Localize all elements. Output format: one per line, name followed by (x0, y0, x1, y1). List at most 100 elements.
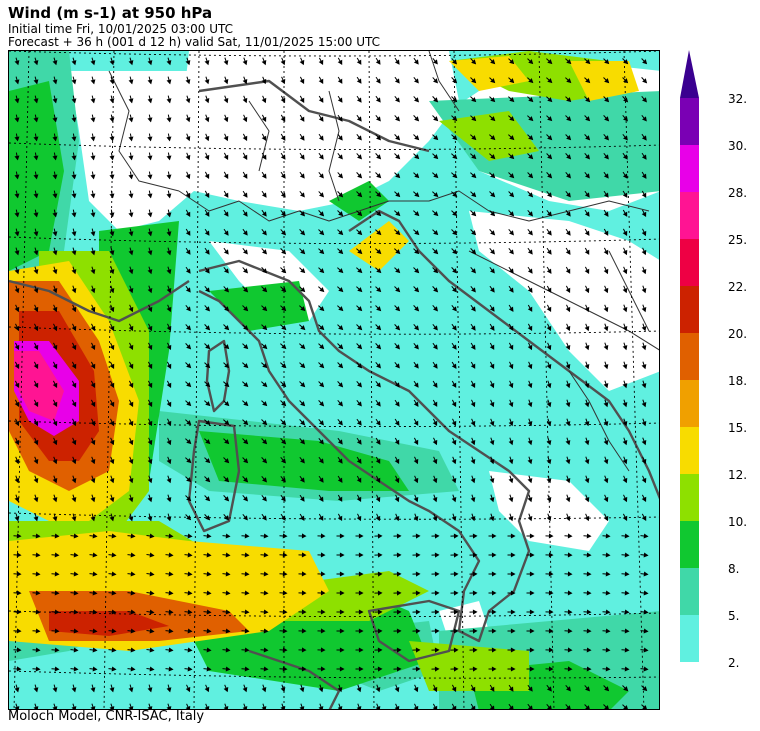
wind-arrow-head (338, 173, 343, 179)
wind-arrow-head (301, 552, 307, 558)
wind-arrow-head (147, 363, 153, 370)
wind-arrow-head (14, 497, 20, 503)
wind-arrow-head (166, 459, 172, 465)
wind-arrow-head (394, 496, 400, 503)
wind-arrow-head (375, 496, 381, 503)
wind-arrow-head (54, 609, 60, 615)
colorbar-band (680, 427, 699, 474)
wind-arrow-head (452, 287, 457, 293)
wind-arrow-head (623, 97, 629, 103)
wind-arrow-head (471, 268, 476, 274)
wind-arrow-head (299, 116, 305, 122)
wind-arrow-head (586, 590, 592, 596)
wind-arrow-head (377, 628, 383, 634)
wind-arrow-head (432, 686, 438, 693)
wind-arrow-head (470, 686, 476, 693)
wind-arrow-head (357, 401, 362, 407)
wind-arrow-head (243, 363, 249, 369)
wind-arrow-head (90, 459, 96, 465)
wind-arrow-head (642, 686, 648, 692)
wind-arrow-head (73, 590, 79, 596)
wind-arrow-head (281, 382, 287, 388)
wind-arrow-head (205, 344, 211, 350)
wind-arrow-head (527, 686, 533, 692)
wind-arrow-head (71, 250, 77, 256)
wind-arrow-head (147, 231, 153, 237)
wind-arrow-head (452, 154, 458, 160)
wind-arrow-head (567, 571, 573, 577)
wind-arrow-head (90, 60, 96, 66)
wind-arrow-head (338, 325, 344, 331)
wind-arrow-head (527, 249, 533, 255)
wind-arrow-head (395, 173, 401, 179)
wind-arrow-head (90, 250, 96, 256)
wind-arrow-head (508, 402, 514, 408)
wind-arrow-head (453, 552, 459, 558)
wind-arrow-head (33, 459, 39, 465)
wind-arrow-head (263, 533, 269, 539)
wind-arrow-head (489, 421, 495, 427)
wind-arrow-head (187, 628, 193, 634)
wind-arrow-head (166, 497, 172, 503)
wind-arrow-head (128, 212, 134, 218)
wind-arrow-head (14, 250, 20, 256)
wind-arrow-head (128, 306, 134, 313)
wind-arrow-head (54, 628, 60, 634)
wind-arrow-head (320, 571, 326, 577)
wind-arrow-head (300, 363, 306, 369)
wind-arrow-head (318, 97, 324, 103)
wind-arrow-head (244, 590, 250, 596)
wind-arrow-head (413, 59, 419, 65)
colorbar-tick-label: 15. (728, 421, 747, 435)
wind-arrow-head (337, 59, 343, 66)
wind-arrow-head (413, 401, 419, 407)
wind-arrow-head (490, 211, 496, 217)
wind-arrow-head (586, 533, 592, 539)
wind-arrow-head (243, 287, 249, 293)
wind-arrow-head (320, 647, 326, 653)
wind-arrow-head (357, 363, 363, 369)
wind-arrow-head (147, 60, 153, 66)
wind-arrow-head (491, 647, 497, 653)
wind-arrow-head (320, 533, 326, 539)
wind-arrow-head (603, 192, 609, 198)
wind-arrow-head (624, 628, 630, 634)
wind-arrow-head (281, 401, 287, 407)
wind-arrow-head (205, 515, 211, 521)
wind-arrow-head (337, 496, 343, 502)
wind-arrow-head (433, 97, 439, 103)
wind-arrow-head (508, 325, 514, 331)
wind-arrow-head (109, 516, 115, 522)
wind-arrow-head (318, 515, 324, 521)
wind-arrow-head (603, 364, 609, 370)
wind-arrow-head (185, 268, 191, 274)
wind-arrow-head (529, 666, 535, 672)
wind-arrow-head (414, 306, 420, 312)
wind-arrow-head (509, 59, 515, 65)
wind-arrow-head (471, 59, 477, 65)
wind-arrow-head (565, 497, 571, 503)
wind-arrow-head (376, 382, 381, 388)
wind-arrow-head (166, 706, 172, 709)
wind-arrow-head (205, 287, 210, 293)
wind-arrow-head (147, 193, 153, 199)
wind-arrow-head (624, 533, 630, 539)
wind-arrow-head (128, 98, 134, 104)
wind-arrow-head (451, 439, 457, 446)
wind-arrow-head (205, 477, 211, 483)
wind-arrow-head (489, 440, 495, 446)
wind-arrow-head (395, 268, 401, 274)
wind-arrow-head (147, 250, 153, 256)
wind-arrow-head (243, 325, 249, 331)
wind-arrow-head (433, 230, 439, 236)
wind-arrow-head (186, 477, 192, 483)
wind-arrow-head (432, 516, 438, 522)
wind-arrow-head (319, 325, 325, 331)
wind-arrow-head (186, 363, 192, 369)
wind-arrow-head (204, 268, 210, 274)
wind-arrow-head (452, 97, 458, 103)
wind-arrow-head (224, 496, 230, 502)
wind-arrow-head (491, 609, 497, 615)
wind-arrow-head (90, 497, 96, 503)
wind-arrow-head (451, 344, 457, 350)
